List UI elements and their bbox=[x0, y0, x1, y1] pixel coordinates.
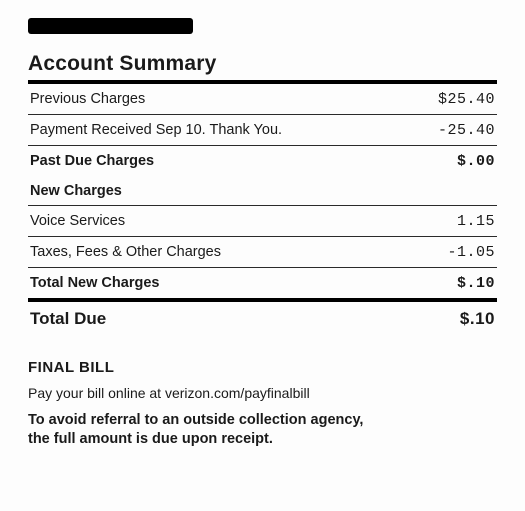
row-totalnew: Total New Charges $.10 bbox=[28, 268, 497, 298]
label-newcharges-head: New Charges bbox=[28, 176, 497, 205]
final-bill-heading: FINAL BILL bbox=[28, 359, 497, 376]
row-newcharges-head: New Charges bbox=[28, 176, 497, 205]
amount-pastdue: $.00 bbox=[381, 146, 497, 176]
totaldue-table: Total Due $.10 bbox=[28, 302, 497, 335]
pastdue-table: Past Due Charges $.00 New Charges bbox=[28, 146, 497, 205]
row-voice: Voice Services 1.15 bbox=[28, 206, 497, 237]
row-payment: Payment Received Sep 10. Thank You. -25.… bbox=[28, 115, 497, 146]
amount-totalnew: $.10 bbox=[385, 268, 497, 298]
label-previous: Previous Charges bbox=[28, 84, 407, 115]
row-previous: Previous Charges $25.40 bbox=[28, 84, 497, 115]
label-taxes: Taxes, Fees & Other Charges bbox=[28, 237, 399, 268]
final-bill-line1: Pay your bill online at verizon.com/payf… bbox=[28, 384, 497, 403]
redacted-block bbox=[28, 18, 193, 34]
final-bill-warning-1: To avoid referral to an outside collecti… bbox=[28, 412, 363, 428]
final-bill-warning: To avoid referral to an outside collecti… bbox=[28, 411, 497, 450]
summary-table: Previous Charges $25.40 Payment Received… bbox=[28, 84, 497, 145]
amount-taxes: -1.05 bbox=[399, 237, 497, 268]
bill-page: Account Summary Previous Charges $25.40 … bbox=[0, 0, 525, 511]
newcharges-table: Voice Services 1.15 Taxes, Fees & Other … bbox=[28, 206, 497, 267]
row-taxes: Taxes, Fees & Other Charges -1.05 bbox=[28, 237, 497, 268]
final-bill-block: FINAL BILL Pay your bill online at veriz… bbox=[28, 359, 497, 450]
amount-previous: $25.40 bbox=[407, 84, 497, 115]
label-payment: Payment Received Sep 10. Thank You. bbox=[28, 115, 407, 146]
label-voice: Voice Services bbox=[28, 206, 399, 237]
final-bill-warning-2: the full amount is due upon receipt. bbox=[28, 431, 273, 447]
label-totaldue: Total Due bbox=[28, 302, 343, 335]
label-pastdue: Past Due Charges bbox=[28, 146, 381, 176]
amount-totaldue: $.10 bbox=[343, 302, 497, 335]
label-totalnew: Total New Charges bbox=[28, 268, 385, 298]
row-totaldue: Total Due $.10 bbox=[28, 302, 497, 335]
section-title: Account Summary bbox=[28, 52, 497, 76]
row-pastdue: Past Due Charges $.00 bbox=[28, 146, 497, 176]
amount-payment: -25.40 bbox=[407, 115, 497, 146]
totalnew-table: Total New Charges $.10 bbox=[28, 268, 497, 298]
amount-voice: 1.15 bbox=[399, 206, 497, 237]
